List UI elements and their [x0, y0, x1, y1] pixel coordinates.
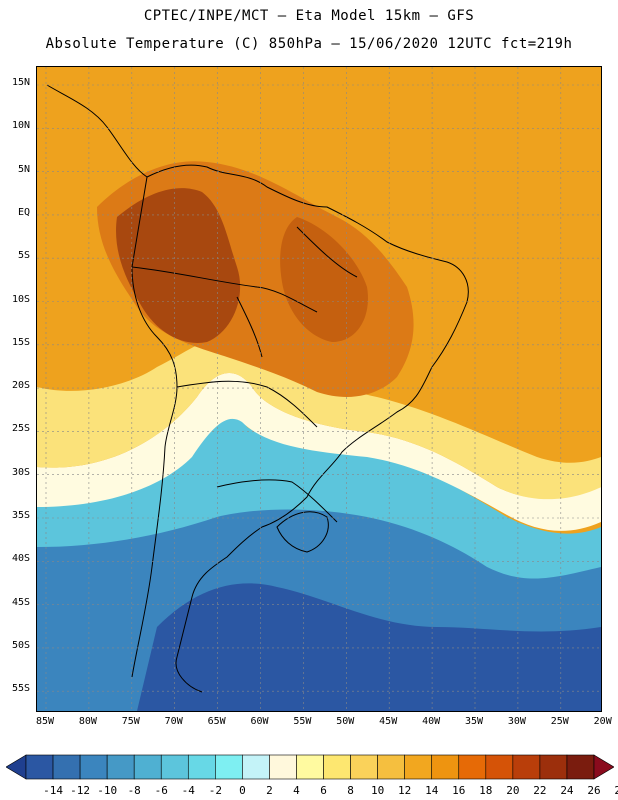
pale-band: [37, 373, 601, 531]
colorbar-tick-label: 4: [293, 784, 300, 797]
lat-tick-label: 55S: [11, 683, 30, 695]
lat-tick-label: 25S: [11, 423, 30, 435]
lat-tick-label: 30S: [11, 466, 30, 478]
colorbar-segment: [25, 754, 54, 780]
map-title-line1: CPTEC/INPE/MCT – Eta Model 15km – GFS: [143, 8, 475, 24]
lon-tick-label: 20W: [593, 716, 612, 727]
colorbar-tick-label: -4: [181, 784, 195, 797]
lon-tick-label: 80W: [78, 716, 97, 727]
lon-tick-label: 40W: [422, 716, 441, 727]
colorbar-tick-label: 22: [533, 784, 547, 797]
colorbar-segment: [431, 754, 460, 780]
lon-tick-label: 70W: [164, 716, 183, 727]
colorbar-segment: [458, 754, 487, 780]
lat-tick-label: 35S: [11, 510, 30, 521]
lat-tick-label: 20S: [11, 380, 30, 392]
graticule-grid: [37, 67, 601, 711]
lat-tick-label: 15S: [11, 336, 30, 348]
lon-tick-label: 65W: [207, 716, 226, 727]
colorbar-tick-label: -2: [208, 784, 222, 797]
lon-tick-label: 35W: [464, 716, 484, 727]
colorbar-segment: [323, 754, 351, 780]
lon-tick-label: 30W: [507, 716, 526, 727]
lat-tick-label: 10N: [11, 120, 30, 132]
colorbar-tick-label: 8: [347, 784, 354, 797]
temperature-map-canvas: [37, 67, 601, 711]
colorbar-tick-label: 18: [479, 784, 493, 797]
lon-tick-label: 85W: [35, 716, 55, 727]
deep-cold-field: [137, 583, 601, 711]
colorbar-segment: [242, 754, 270, 780]
colorbar-tick-label: 2: [266, 784, 273, 797]
colorbar-segment: [512, 754, 541, 780]
colorbar-segment: [52, 754, 81, 780]
colorbar-tick-label: -6: [154, 784, 168, 797]
lat-tick-label: 5N: [17, 163, 30, 175]
colorbar-tick-label: 10: [370, 784, 385, 797]
colorbar-tick-label: 20: [506, 784, 520, 797]
colorbar-tick-label: -12: [70, 784, 91, 797]
colorbar-tick-label: 6: [320, 784, 327, 797]
map-title-line2: Absolute Temperature (C) 850hPa – 15/06/…: [45, 36, 573, 52]
lon-tick-label: 45W: [379, 716, 398, 727]
colorbar-tick-label: 12: [398, 784, 412, 797]
yellow-band: [37, 336, 601, 500]
lat-tick-label: EQ: [17, 206, 30, 218]
lon-tick-label: 50W: [336, 716, 355, 727]
lat-tick-label: 10S: [11, 293, 30, 305]
lat-tick-label: 15N: [11, 77, 30, 88]
colorbar-segment: [350, 754, 378, 780]
lon-tick-label: 60W: [250, 716, 269, 727]
colorbar-segment: [296, 754, 324, 780]
colorbar-tick-label: 16: [452, 784, 466, 797]
temperature-map: [36, 66, 602, 712]
colorbar-segment: [539, 754, 568, 780]
lon-tick-label: 25W: [550, 716, 569, 727]
colorbar-arrow-right: [593, 754, 614, 780]
colorbar-tick-label: -14: [43, 784, 63, 797]
color-scale-bar: [6, 754, 614, 780]
colorbar-tick-label: -10: [97, 784, 118, 797]
country-borders: [46, 84, 469, 693]
colorbar-segment: [160, 754, 189, 780]
colorbar-segment: [79, 754, 108, 780]
colorbar-segment: [566, 754, 595, 780]
continent-very-hot-zone-2: [280, 217, 368, 342]
lat-tick-label: 5S: [17, 250, 30, 262]
colorbar-segment: [133, 754, 162, 780]
continent-very-hot-zone: [116, 188, 241, 343]
lat-tick-label: 50S: [11, 639, 30, 651]
colorbar-segment: [106, 754, 135, 780]
colorbar-tick-label: -8: [127, 784, 141, 797]
lon-tick-label: 55W: [293, 716, 312, 727]
colorbar-segment: [187, 754, 216, 780]
lat-tick-label: 45S: [11, 596, 30, 608]
lon-tick-label: 75W: [121, 716, 140, 727]
colorbar-arrow-left: [6, 754, 27, 780]
colorbar-tick-label: 28: [614, 784, 618, 797]
colorbar-segment: [269, 754, 297, 780]
colorbar-segment: [485, 754, 514, 780]
lat-tick-label: 40S: [11, 553, 30, 565]
colorbar-tick-label: 0: [239, 784, 246, 797]
colorbar-tick-label: 26: [587, 784, 601, 797]
colorbar-segment: [404, 754, 433, 780]
colorbar-tick-label: 14: [425, 784, 439, 797]
colorbar-segment: [377, 754, 405, 780]
colorbar-tick-label: 24: [560, 784, 574, 797]
colorbar-segment: [215, 754, 243, 780]
